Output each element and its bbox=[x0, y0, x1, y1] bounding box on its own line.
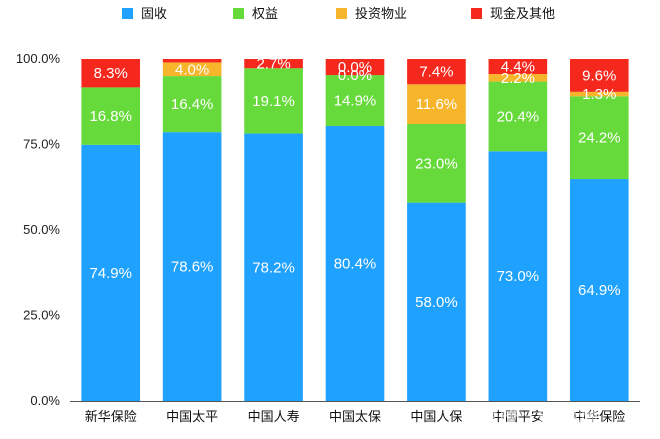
legend-swatch-1 bbox=[233, 8, 244, 19]
y-tick-label: 25.0% bbox=[23, 308, 60, 323]
data-label: 7.4% bbox=[419, 64, 453, 81]
bar-segment-2 bbox=[162, 62, 222, 77]
category-label: 中国人保 bbox=[410, 409, 462, 424]
y-tick-label: 0.0% bbox=[30, 393, 60, 408]
data-label: 0.0% bbox=[338, 67, 372, 84]
bar-segment-1 bbox=[488, 81, 548, 152]
legend-swatch-3 bbox=[471, 8, 482, 19]
data-label: 19.1% bbox=[252, 93, 295, 110]
category-label: 中国太保 bbox=[329, 409, 381, 424]
bar-segment-1 bbox=[162, 76, 222, 133]
data-label: 11.6% bbox=[416, 96, 457, 113]
data-label: 9.6% bbox=[582, 67, 616, 84]
data-label: 20.4% bbox=[497, 108, 540, 125]
bar-segment-1 bbox=[569, 96, 629, 180]
category-label: 新华保险 bbox=[85, 409, 137, 424]
legend-label-3: 现金及其他 bbox=[490, 6, 555, 21]
bar-segment-0 bbox=[407, 202, 466, 401]
legend: 固收 权益 投资物业 现金及其他 bbox=[122, 6, 555, 21]
bar-segment-2 bbox=[569, 91, 629, 97]
bar-segment-3 bbox=[407, 59, 466, 85]
data-label: 58.0% bbox=[415, 294, 458, 311]
legend-label-2: 投资物业 bbox=[355, 6, 407, 21]
legend-label-1: 权益 bbox=[252, 6, 278, 21]
y-tick-label: 75.0% bbox=[23, 137, 60, 152]
data-label: 64.9% bbox=[578, 282, 621, 299]
data-label: 4.0% bbox=[175, 61, 209, 78]
bar-segment-1 bbox=[244, 68, 303, 134]
data-label: 24.2% bbox=[578, 130, 621, 147]
bar-segment-3 bbox=[81, 59, 141, 88]
data-label: 1.3% bbox=[582, 86, 616, 103]
bar-segment-1 bbox=[325, 75, 385, 127]
data-label: 4.4% bbox=[501, 59, 535, 76]
bar-segment-1 bbox=[407, 123, 466, 203]
data-label: 8.3% bbox=[94, 65, 128, 82]
data-label: 14.9% bbox=[334, 93, 377, 110]
data-label: 23.0% bbox=[415, 155, 458, 172]
bar-segment-2 bbox=[488, 74, 548, 82]
bar-segment-2 bbox=[407, 84, 466, 124]
category-label: 中国人寿 bbox=[248, 409, 300, 424]
data-label: 78.6% bbox=[171, 259, 214, 276]
data-label: 2.2% bbox=[501, 70, 535, 87]
data-label: 2.7% bbox=[256, 56, 290, 73]
data-labels: 74.9% 16.8% 8.3% 78.6% 16.4% 4.0% 78.2% 19.1% 2.… bbox=[89, 56, 620, 311]
bar-segment-0 bbox=[325, 126, 385, 402]
axes: 0.0% 25.0% 50.0% 75.0% 100.0% bbox=[16, 51, 640, 408]
category-labels: 新华保险 中国太平 中国人寿 中国太保 中国人保 中国平安 中华保险 bbox=[85, 409, 626, 424]
legend-swatch-2 bbox=[336, 8, 347, 19]
legend-label-0: 固收 bbox=[141, 6, 167, 21]
data-label: 78.2% bbox=[252, 259, 295, 276]
bar-segment-0 bbox=[569, 179, 629, 401]
bar-segment-3 bbox=[569, 59, 629, 92]
legend-swatch-0 bbox=[122, 8, 133, 19]
bar-segment-0 bbox=[162, 132, 222, 402]
bar-segment-0 bbox=[81, 144, 141, 402]
y-tick-label: 100.0% bbox=[16, 51, 61, 66]
bar-segment-0 bbox=[244, 133, 303, 401]
bar-segment-3 bbox=[325, 59, 385, 76]
bar-segment-3 bbox=[162, 59, 222, 63]
category-label: 中国平安 bbox=[492, 409, 544, 424]
bar-segment-3 bbox=[488, 59, 548, 75]
data-label: 80.4% bbox=[334, 256, 377, 273]
data-label: 0.0% bbox=[338, 59, 372, 76]
data-label: 16.4% bbox=[171, 96, 214, 113]
watermark: 雪球：李庭翀 bbox=[478, 406, 598, 430]
bar-segment-3 bbox=[244, 59, 303, 69]
category-label: 中华保险 bbox=[573, 409, 625, 424]
data-label: 73.0% bbox=[497, 268, 540, 285]
bar-segment-1 bbox=[81, 87, 141, 145]
bar-segment-0 bbox=[488, 151, 548, 401]
data-label: 74.9% bbox=[89, 265, 132, 282]
bars bbox=[81, 59, 629, 402]
y-tick-label: 50.0% bbox=[23, 222, 60, 237]
data-label: 16.8% bbox=[89, 108, 132, 125]
category-label: 中国太平 bbox=[166, 409, 218, 424]
